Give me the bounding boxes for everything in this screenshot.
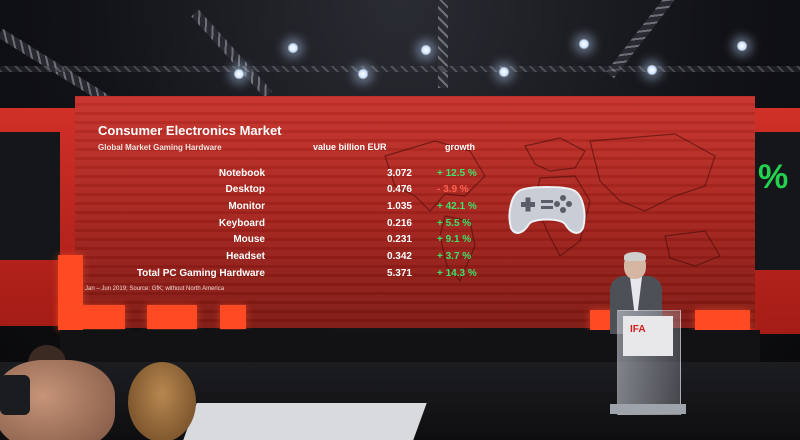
- right-side-screen: [750, 132, 800, 270]
- row-label: Desktop: [225, 184, 265, 195]
- stage-light: [287, 42, 299, 54]
- ceiling-truss: [191, 9, 273, 99]
- row-value: 1.035: [386, 201, 412, 212]
- row-growth: + 14.3 %: [437, 268, 477, 279]
- row-growth: + 9.1 %: [437, 234, 472, 245]
- row-value: 3.072: [386, 168, 412, 179]
- row-growth: + 12.5 %: [437, 168, 477, 179]
- stage-light-block: [60, 305, 125, 329]
- slide-subtitle: Global Market Gaming Hardware: [98, 143, 222, 152]
- lectern-base: [610, 404, 686, 414]
- table-row: Mouse 0.231 + 9.1 %: [75, 234, 755, 250]
- stage-light: [498, 66, 510, 78]
- row-growth: + 3.7 %: [437, 251, 472, 262]
- table-row: Headset 0.342 + 3.7 %: [75, 251, 755, 267]
- stage-light-block: [220, 305, 246, 329]
- row-label: Keyboard: [218, 218, 265, 229]
- table-row: Notebook 3.072 + 12.5 %: [75, 168, 755, 184]
- row-value: 0.342: [386, 251, 412, 262]
- percent-symbol: %: [758, 158, 789, 196]
- left-side-screen: [0, 132, 60, 260]
- stage-light-block: [147, 305, 197, 329]
- slide-title: Consumer Electronics Market: [98, 123, 282, 138]
- stage-light: [233, 68, 245, 80]
- ifa-logo: IFA: [630, 324, 646, 335]
- row-value: 5.371: [386, 268, 412, 279]
- stage-light: [420, 44, 432, 56]
- row-growth: - 3.9 %: [437, 184, 469, 195]
- stage-light: [578, 38, 590, 50]
- table-row: Monitor 1.035 + 42.1 %: [75, 201, 755, 217]
- row-label: Headset: [226, 251, 265, 262]
- row-value: 0.216: [386, 218, 412, 229]
- row-value: 0.231: [386, 234, 412, 245]
- gamepad-icon: [508, 186, 586, 234]
- lectern-logo-plate: [623, 316, 673, 356]
- stage-floor-panel: [183, 403, 427, 440]
- value-column-header: value billion EUR: [313, 142, 387, 152]
- audience-head: [128, 362, 196, 440]
- ceiling-truss: [438, 0, 448, 88]
- world-map-icon: [384, 133, 721, 283]
- table-row: Desktop 0.476 - 3.9 %: [75, 184, 755, 200]
- stage-light: [357, 68, 369, 80]
- row-label: Total PC Gaming Hardware: [136, 268, 265, 279]
- speaker-hair: [624, 252, 646, 261]
- row-label: Mouse: [233, 234, 265, 245]
- table-row-total: Total PC Gaming Hardware 5.371 + 14.3 %: [75, 268, 755, 284]
- growth-column-header: growth: [445, 142, 475, 152]
- row-growth: + 42.1 %: [437, 201, 477, 212]
- camera: [0, 375, 30, 415]
- row-label: Notebook: [218, 168, 265, 179]
- row-label: Monitor: [228, 201, 265, 212]
- stage-light: [736, 40, 748, 52]
- row-growth: + 5.5 %: [437, 218, 472, 229]
- source-note: Jan – Jun 2019; Source: GfK; without Nor…: [85, 286, 225, 292]
- table-row: Keyboard 0.216 + 5.5 %: [75, 218, 755, 234]
- row-value: 0.476: [386, 184, 412, 195]
- ceiling-truss: [0, 66, 800, 72]
- stage-light: [646, 64, 658, 76]
